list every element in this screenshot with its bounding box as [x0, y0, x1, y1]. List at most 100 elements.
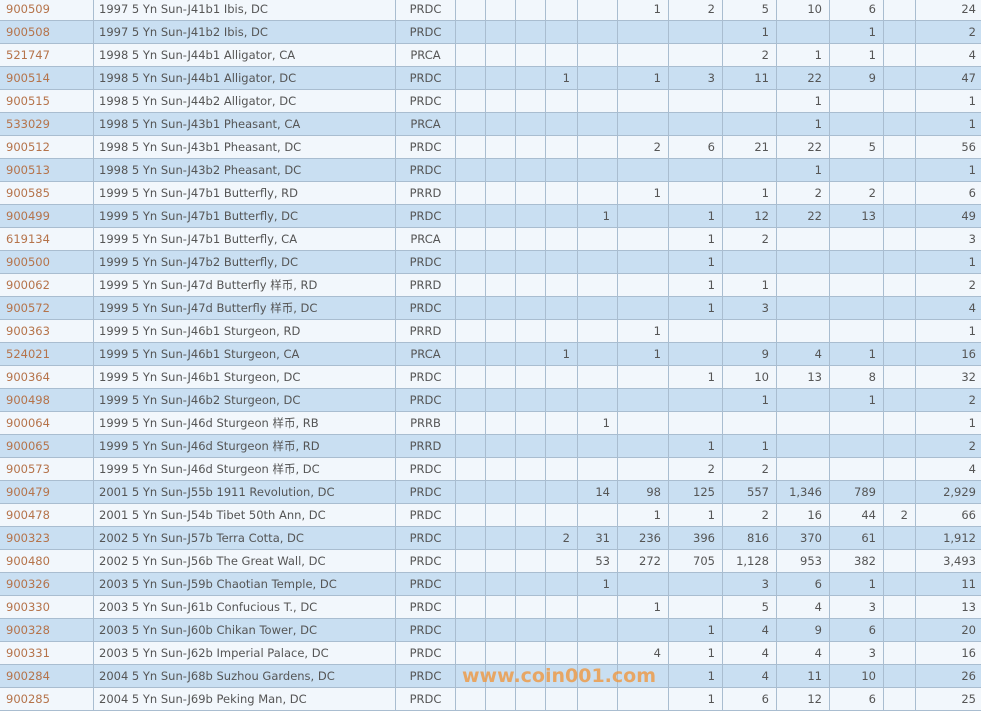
table-row: 900500 1999 5 Yn Sun-J47b2 Butterfly, DC P…	[0, 250, 981, 274]
coin-id-link[interactable]: 900479	[0, 480, 94, 504]
grade-count-cell	[577, 342, 618, 366]
coin-id-link[interactable]: 900328	[0, 618, 94, 642]
coin-id-link[interactable]: 900585	[0, 181, 94, 205]
coin-id-link[interactable]: 900363	[0, 319, 94, 343]
grade-count-cell	[883, 411, 916, 435]
grade-count-cell: 11	[722, 66, 777, 90]
grade-count-cell	[776, 434, 830, 458]
coin-id-link[interactable]: 900513	[0, 158, 94, 182]
grade-count-cell	[883, 641, 916, 665]
grade-count-cell: 6	[776, 572, 830, 596]
grade-count-cell: 1	[668, 273, 723, 297]
coin-id-link[interactable]: 900326	[0, 572, 94, 596]
coin-id-link[interactable]: 900064	[0, 411, 94, 435]
grade-count-cell: 1	[829, 572, 884, 596]
coin-id-link[interactable]: 900509	[0, 0, 94, 21]
coin-name: 1998 5 Yn Sun-J44b1 Alligator, DC	[93, 66, 396, 90]
grade-count-cell: 3	[668, 66, 723, 90]
coin-id-link[interactable]: 900514	[0, 66, 94, 90]
grade-count-cell	[485, 526, 516, 550]
coin-id-link[interactable]: 900323	[0, 526, 94, 550]
coin-id-link[interactable]: 900508	[0, 20, 94, 44]
coin-id-link[interactable]: 900478	[0, 503, 94, 527]
grade-count-cell	[883, 250, 916, 274]
grade-count-cell: 31	[577, 526, 618, 550]
table-row: 900363 1999 5 Yn Sun-J46b1 Sturgeon, RD PR…	[0, 319, 981, 343]
grade-count-cell	[455, 365, 486, 389]
grade-count-cell	[545, 273, 578, 297]
coin-name: 1998 5 Yn Sun-J43b2 Pheasant, DC	[93, 158, 396, 182]
total-count: 4	[915, 296, 981, 320]
coin-id-link[interactable]: 900512	[0, 135, 94, 159]
grade-count-cell	[485, 204, 516, 228]
grade-count-cell: 4	[722, 664, 777, 688]
grade-count-cell	[485, 296, 516, 320]
grade-count-cell	[883, 0, 916, 21]
grade-count-cell	[455, 181, 486, 205]
grade-designation: PRDC	[395, 549, 456, 573]
grade-designation: PRDC	[395, 503, 456, 527]
coin-id-link[interactable]: 900572	[0, 296, 94, 320]
grade-count-cell	[515, 526, 546, 550]
grade-count-cell	[617, 227, 669, 251]
table-row: 900513 1998 5 Yn Sun-J43b2 Pheasant, DC PR…	[0, 158, 981, 182]
coin-id-link[interactable]: 900331	[0, 641, 94, 665]
coin-id-link[interactable]: 900285	[0, 687, 94, 711]
coin-id-link[interactable]: 900284	[0, 664, 94, 688]
coin-id-link[interactable]: 900062	[0, 273, 94, 297]
coin-id-link[interactable]: 900330	[0, 595, 94, 619]
coin-id-link[interactable]: 900515	[0, 89, 94, 113]
coin-id-link[interactable]: 900498	[0, 388, 94, 412]
grade-count-cell	[617, 20, 669, 44]
coin-id-link[interactable]: 900480	[0, 549, 94, 573]
grade-count-cell	[545, 687, 578, 711]
grade-count-cell	[668, 89, 723, 113]
grade-count-cell: 1,128	[722, 549, 777, 573]
grade-count-cell	[883, 227, 916, 251]
grade-count-cell	[455, 687, 486, 711]
grade-count-cell: 1	[617, 319, 669, 343]
grade-count-cell: 11	[776, 664, 830, 688]
grade-count-cell	[577, 66, 618, 90]
grade-count-cell	[485, 135, 516, 159]
coin-id-link[interactable]: 900500	[0, 250, 94, 274]
grade-count-cell: 1	[668, 434, 723, 458]
grade-count-cell	[515, 365, 546, 389]
grade-designation: PRDC	[395, 687, 456, 711]
grade-count-cell: 1	[668, 227, 723, 251]
grade-count-cell: 1	[668, 687, 723, 711]
grade-count-cell: 1	[577, 204, 618, 228]
coin-name: 1998 5 Yn Sun-J44b1 Alligator, CA	[93, 43, 396, 67]
coin-id-link[interactable]: 900499	[0, 204, 94, 228]
coin-id-link[interactable]: 533029	[0, 112, 94, 136]
grade-count-cell	[485, 89, 516, 113]
grade-count-cell	[515, 227, 546, 251]
grade-count-cell	[485, 687, 516, 711]
grade-count-cell	[829, 411, 884, 435]
grade-count-cell	[617, 365, 669, 389]
coin-id-link[interactable]: 524021	[0, 342, 94, 366]
grade-count-cell	[883, 480, 916, 504]
grade-designation: PRCA	[395, 342, 456, 366]
grade-count-cell	[617, 411, 669, 435]
grade-count-cell: 236	[617, 526, 669, 550]
grade-count-cell	[515, 549, 546, 573]
coin-id-link[interactable]: 900364	[0, 365, 94, 389]
coin-id-link[interactable]: 521747	[0, 43, 94, 67]
grade-count-cell	[515, 135, 546, 159]
coin-id-link[interactable]: 900573	[0, 457, 94, 481]
grade-count-cell	[617, 112, 669, 136]
grade-count-cell	[485, 595, 516, 619]
grade-count-cell: 2	[617, 135, 669, 159]
grade-count-cell: 4	[776, 342, 830, 366]
grade-designation: PRCA	[395, 227, 456, 251]
grade-count-cell	[545, 0, 578, 21]
coin-id-link[interactable]: 900065	[0, 434, 94, 458]
grade-count-cell	[455, 250, 486, 274]
grade-count-cell: 382	[829, 549, 884, 573]
coin-id-link[interactable]: 619134	[0, 227, 94, 251]
grade-count-cell	[577, 135, 618, 159]
grade-count-cell	[545, 89, 578, 113]
grade-count-cell: 4	[722, 641, 777, 665]
grade-count-cell	[545, 595, 578, 619]
